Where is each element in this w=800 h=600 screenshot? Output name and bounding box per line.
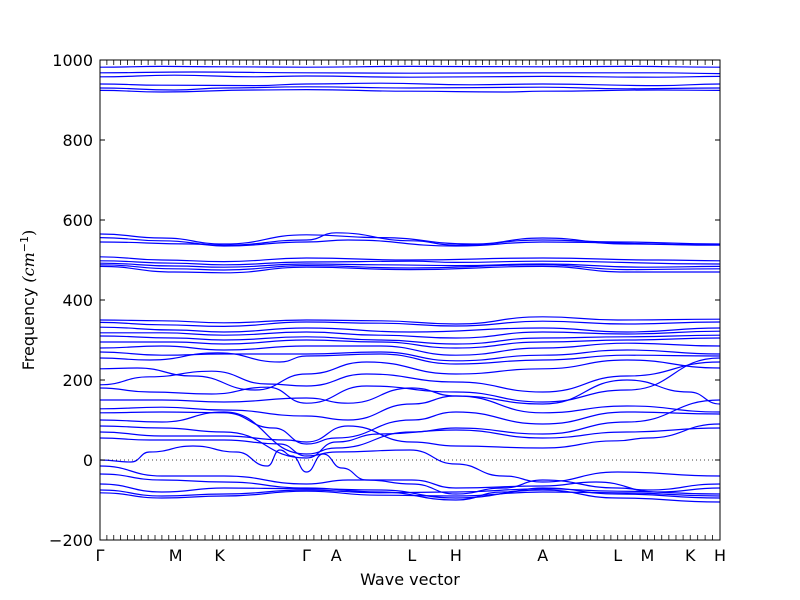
band-line-23 [99, 352, 721, 365]
band-line-24 [99, 359, 721, 391]
band-line-31 [99, 425, 721, 459]
x-tick-label: H [450, 546, 462, 565]
y-axis-title: Frequency (cm−1) [18, 230, 38, 371]
y-axis-ticks: −200 0 200 400 600 800 1000 [49, 51, 720, 550]
band-line-21 [99, 342, 721, 356]
band-line-35 [99, 465, 721, 493]
band-line-25 [99, 361, 721, 393]
y-tick-label: 600 [62, 211, 93, 230]
y-tick-label: 400 [62, 291, 93, 310]
x-tick-label: M [641, 546, 655, 565]
band-line-30 [99, 399, 721, 455]
band-line-8 [99, 232, 721, 246]
band-line-22 [99, 349, 721, 362]
band-line-4 [99, 82, 721, 87]
band-line-16 [99, 320, 721, 328]
x-tick-label: L [613, 546, 622, 565]
y-axis-title-text: Frequency [19, 288, 38, 371]
x-tick-label: K [685, 546, 696, 565]
y-tick-label: 0 [83, 451, 93, 470]
x-tick-label: A [537, 546, 548, 565]
band-line-18 [100, 330, 721, 339]
band-line-34 [99, 445, 721, 495]
band-line-1 [99, 65, 721, 68]
plot-frame [99, 59, 721, 541]
x-tick-label: M [169, 546, 183, 565]
x-tick-label: Γ [302, 546, 311, 565]
y-tick-label: 800 [62, 131, 93, 150]
band-line-12 [99, 262, 721, 268]
band-line-27 [100, 379, 721, 405]
y-tick-label: −200 [49, 531, 93, 550]
x-tick-label: A [331, 546, 342, 565]
band-line-15 [99, 316, 721, 325]
band-line-14 [99, 265, 720, 274]
band-line-33 [99, 437, 721, 483]
y-axis-unit-close: ) [19, 230, 38, 236]
x-tick-label: H [714, 546, 726, 565]
band-line-2 [99, 71, 721, 75]
y-axis-unit: (cm [19, 252, 38, 282]
band-line-11 [99, 260, 721, 266]
band-line-38 [99, 488, 721, 497]
y-axis-unit-exponent: −1 [18, 236, 31, 252]
x-tick-label: Γ [96, 546, 105, 565]
band-line-13 [99, 264, 721, 271]
band-line-20 [99, 337, 721, 349]
y-tick-label: 200 [62, 371, 93, 390]
band-line-17 [99, 326, 721, 333]
y-tick-label: 1000 [52, 51, 93, 70]
x-tick-label: L [407, 546, 416, 565]
x-axis-title: Wave vector [360, 570, 460, 589]
band-line-39 [99, 490, 721, 499]
band-line-5 [99, 86, 721, 91]
band-line-32 [99, 423, 721, 449]
band-line-28 [99, 395, 721, 421]
band-line-6 [99, 88, 721, 93]
band-lines [99, 65, 721, 503]
band-line-10 [99, 256, 721, 263]
band-line-37 [99, 483, 721, 503]
band-line-26 [99, 357, 721, 404]
band-line-3 [99, 74, 721, 78]
band-line-19 [99, 334, 721, 345]
band-line-9 [99, 239, 721, 247]
x-tick-label: K [214, 546, 225, 565]
